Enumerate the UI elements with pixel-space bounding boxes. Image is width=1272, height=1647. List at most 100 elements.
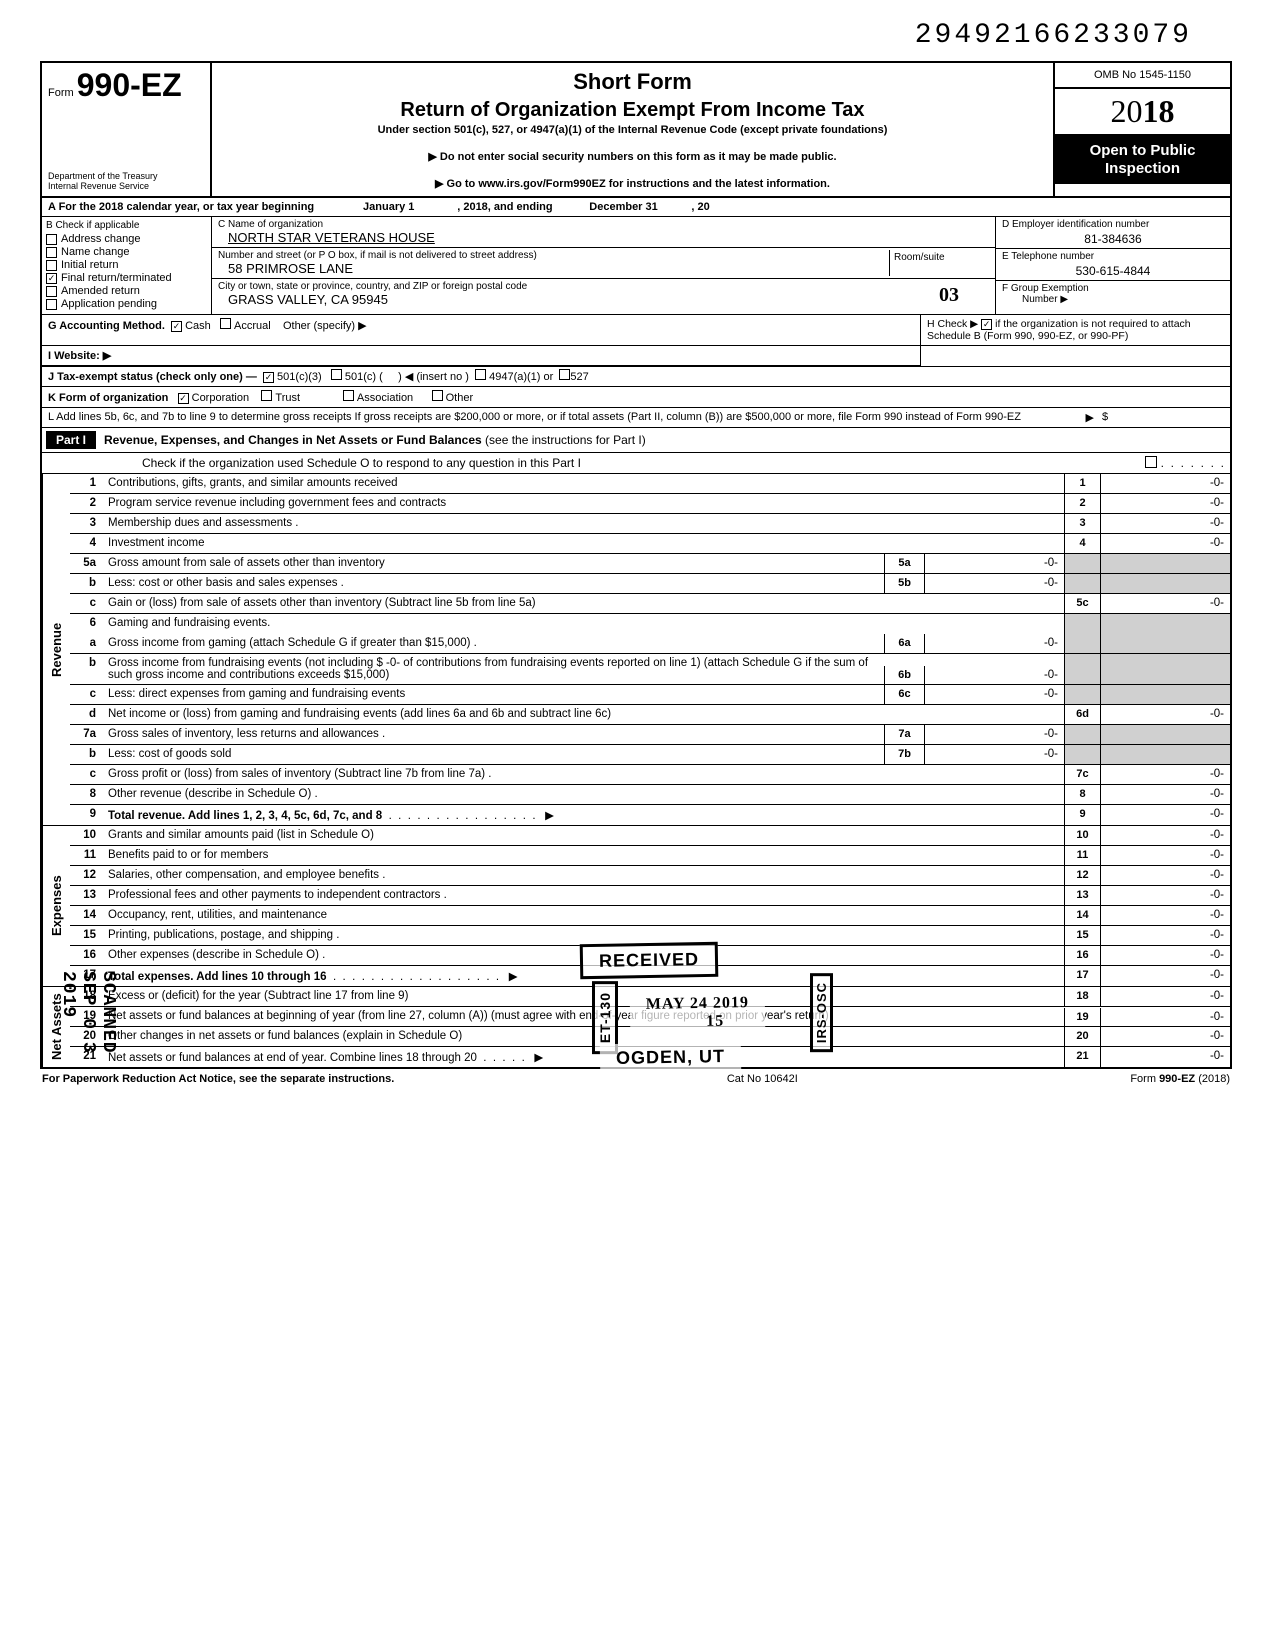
year-20: 20 bbox=[1111, 93, 1143, 129]
chk-initial-return[interactable] bbox=[46, 260, 57, 271]
room-suite-label: Room/suite bbox=[889, 250, 989, 276]
check-schedule-o: Check if the organization used Schedule … bbox=[42, 453, 1230, 474]
line-15-val: -0- bbox=[1100, 926, 1230, 945]
section-b-c-d-e-f: B Check if applicable Address change Nam… bbox=[42, 217, 1230, 315]
line-5b-desc: Less: cost or other basis and sales expe… bbox=[104, 574, 884, 593]
line-6b-rbox bbox=[1064, 654, 1100, 684]
chk-501c[interactable] bbox=[331, 369, 342, 380]
part-1-title-bold: Revenue, Expenses, and Changes in Net As… bbox=[104, 433, 482, 447]
lbl-4947: 4947(a)(1) or bbox=[489, 371, 553, 383]
chk-other-org[interactable] bbox=[432, 390, 443, 401]
line-5a-rbox bbox=[1064, 554, 1100, 573]
line-1-desc: Contributions, gifts, grants, and simila… bbox=[104, 474, 1064, 493]
row-a-tax-year: A For the 2018 calendar year, or tax yea… bbox=[42, 198, 1230, 217]
line-13-desc: Professional fees and other payments to … bbox=[104, 886, 1064, 905]
chk-4947[interactable] bbox=[475, 369, 486, 380]
line-18-box: 18 bbox=[1064, 987, 1100, 1006]
line-5b-mbox: 5b bbox=[884, 574, 924, 593]
schedule-o-text: Check if the organization used Schedule … bbox=[142, 456, 581, 470]
ein-label: D Employer identification number bbox=[1002, 219, 1224, 230]
line-5a-mval: -0- bbox=[924, 554, 1064, 573]
line-5c-num: c bbox=[70, 594, 104, 613]
footer-form-num: 990-EZ bbox=[1159, 1073, 1195, 1085]
tax-year: 2018 bbox=[1055, 89, 1230, 136]
chk-501c3[interactable]: ✓ bbox=[263, 372, 274, 383]
line-6d-num: d bbox=[70, 705, 104, 724]
line-16-val: -0- bbox=[1100, 946, 1230, 965]
line-5a-desc: Gross amount from sale of assets other t… bbox=[104, 554, 884, 573]
line-5a-num: 5a bbox=[70, 554, 104, 573]
ssn-warning: ▶ Do not enter social security numbers o… bbox=[218, 150, 1047, 163]
line-7b-mval: -0- bbox=[924, 745, 1064, 764]
lbl-501c3: 501(c)(3) bbox=[277, 371, 322, 383]
chk-corporation[interactable]: ✓ bbox=[178, 393, 189, 404]
line-5b-rbox bbox=[1064, 574, 1100, 593]
chk-schedule-b[interactable]: ✓ bbox=[981, 319, 992, 330]
chk-pending[interactable] bbox=[46, 299, 57, 310]
row-j-tax-exempt: J Tax-exempt status (check only one) — ✓… bbox=[42, 366, 1230, 387]
line-4-box: 4 bbox=[1064, 534, 1100, 553]
line-12-box: 12 bbox=[1064, 866, 1100, 885]
line-6b-mval: -0- bbox=[924, 666, 1064, 684]
line-6d-desc: Net income or (loss) from gaming and fun… bbox=[104, 705, 1064, 724]
lbl-association: Association bbox=[357, 392, 413, 404]
line-17-arrow: ▶ bbox=[509, 971, 518, 983]
line-6b-mbox: 6b bbox=[884, 666, 924, 684]
line-9-arrow: ▶ bbox=[545, 810, 554, 822]
scanned-stamp: SCANNED SEP 0 3 2019 bbox=[58, 971, 118, 1089]
line-19-val: -0- bbox=[1100, 1008, 1230, 1026]
chk-527[interactable] bbox=[559, 369, 570, 380]
line-11-box: 11 bbox=[1064, 846, 1100, 865]
line-6a-rbox bbox=[1064, 634, 1100, 653]
chk-name-change[interactable] bbox=[46, 247, 57, 258]
line-9-box: 9 bbox=[1064, 805, 1100, 825]
line-5b-num: b bbox=[70, 574, 104, 593]
form-number-big: 990-EZ bbox=[77, 67, 182, 103]
accounting-label: G Accounting Method. bbox=[48, 320, 165, 332]
lbl-initial-return: Initial return bbox=[61, 259, 118, 271]
line-5a-mbox: 5a bbox=[884, 554, 924, 573]
addr-label: Number and street (or P O box, if mail i… bbox=[218, 250, 889, 261]
part-1-title-rest: (see the instructions for Part I) bbox=[482, 433, 646, 447]
chk-amended[interactable] bbox=[46, 286, 57, 297]
return-title: Return of Organization Exempt From Incom… bbox=[218, 99, 1047, 122]
line-21-arrow: ▶ bbox=[534, 1052, 543, 1064]
chk-schedule-o-part1[interactable] bbox=[1145, 456, 1157, 468]
chk-final-return[interactable]: ✓ bbox=[46, 273, 57, 284]
lbl-amended: Amended return bbox=[61, 285, 140, 297]
org-name: NORTH STAR VETERANS HOUSE bbox=[218, 230, 989, 245]
line-7c-desc: Gross profit or (loss) from sales of inv… bbox=[104, 765, 1064, 784]
chk-association[interactable] bbox=[343, 390, 354, 401]
line-5a-rval bbox=[1100, 554, 1230, 573]
row-g-h: G Accounting Method. ✓ Cash Accrual Othe… bbox=[42, 315, 1230, 346]
line-2-val: -0- bbox=[1100, 494, 1230, 513]
form-prefix: Form bbox=[48, 87, 74, 99]
lbl-527: 527 bbox=[570, 371, 588, 383]
line-17-box: 17 bbox=[1064, 966, 1100, 986]
line-10-desc: Grants and similar amounts paid (list in… bbox=[104, 826, 1064, 845]
line-12-val: -0- bbox=[1100, 866, 1230, 885]
chk-trust[interactable] bbox=[261, 390, 272, 401]
line-6a-mval: -0- bbox=[924, 634, 1064, 653]
chk-cash[interactable]: ✓ bbox=[171, 321, 182, 332]
chk-accrual[interactable] bbox=[220, 318, 231, 329]
line-5c-desc: Gain or (loss) from sale of assets other… bbox=[104, 594, 1064, 613]
stamp-ogden: OGDEN, UT bbox=[600, 1042, 742, 1073]
line-1-num: 1 bbox=[70, 474, 104, 493]
line-7c-num: c bbox=[70, 765, 104, 784]
ein-value: 81-384636 bbox=[1002, 230, 1224, 246]
line-16-box: 16 bbox=[1064, 946, 1100, 965]
line-6a-rval bbox=[1100, 634, 1230, 653]
row-l-arrow: ▶ bbox=[1034, 411, 1094, 424]
chk-address-change[interactable] bbox=[46, 234, 57, 245]
line-5b-rval bbox=[1100, 574, 1230, 593]
line-12-desc: Salaries, other compensation, and employ… bbox=[104, 866, 1064, 885]
lbl-address-change: Address change bbox=[61, 233, 141, 245]
line-9-num: 9 bbox=[70, 805, 104, 825]
line-8-val: -0- bbox=[1100, 785, 1230, 804]
open-public-badge: Open to Public Inspection bbox=[1055, 136, 1230, 184]
line-6c-num: c bbox=[70, 685, 104, 704]
line-6-rval bbox=[1100, 614, 1230, 634]
line-7a-rbox bbox=[1064, 725, 1100, 744]
row-h-schedule-b: H Check ▶ ✓ if the organization is not r… bbox=[920, 315, 1230, 345]
